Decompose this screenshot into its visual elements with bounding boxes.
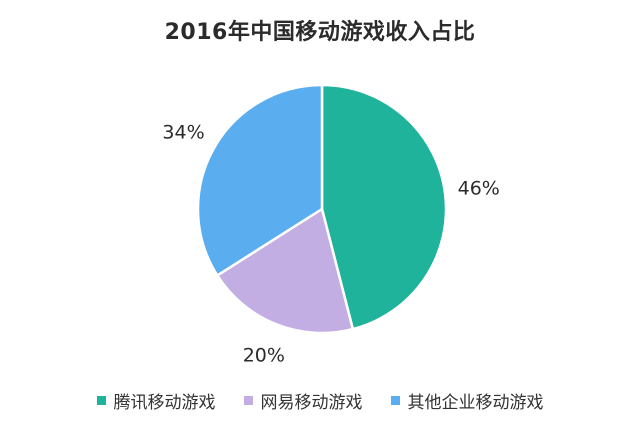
legend-item-others: 其他企业移动游戏 (390, 388, 544, 413)
legend-label: 其他企业移动游戏 (407, 393, 544, 413)
data-label-netease: 20% (243, 344, 285, 366)
legend-swatch (96, 396, 106, 405)
chart-title: 2016年中国移动游戏收入占比 (164, 20, 476, 45)
legend-swatch (390, 396, 400, 405)
pie-slice-others (196, 83, 324, 277)
legend-item-netease: 网易移动游戏 (243, 388, 363, 413)
data-label-tencent: 46% (458, 178, 500, 200)
legend-label: 腾讯移动游戏 (113, 393, 216, 413)
legend-item-tencent: 腾讯移动游戏 (96, 388, 216, 413)
pie-slice-netease (216, 207, 355, 335)
legend-label: 网易移动游戏 (260, 393, 363, 413)
legend: 腾讯移动游戏 网易移动游戏 其他企业移动游戏 (0, 388, 640, 413)
pie-slice-tencent (320, 83, 448, 331)
data-label-others: 34% (162, 121, 204, 143)
legend-swatch (243, 396, 253, 405)
